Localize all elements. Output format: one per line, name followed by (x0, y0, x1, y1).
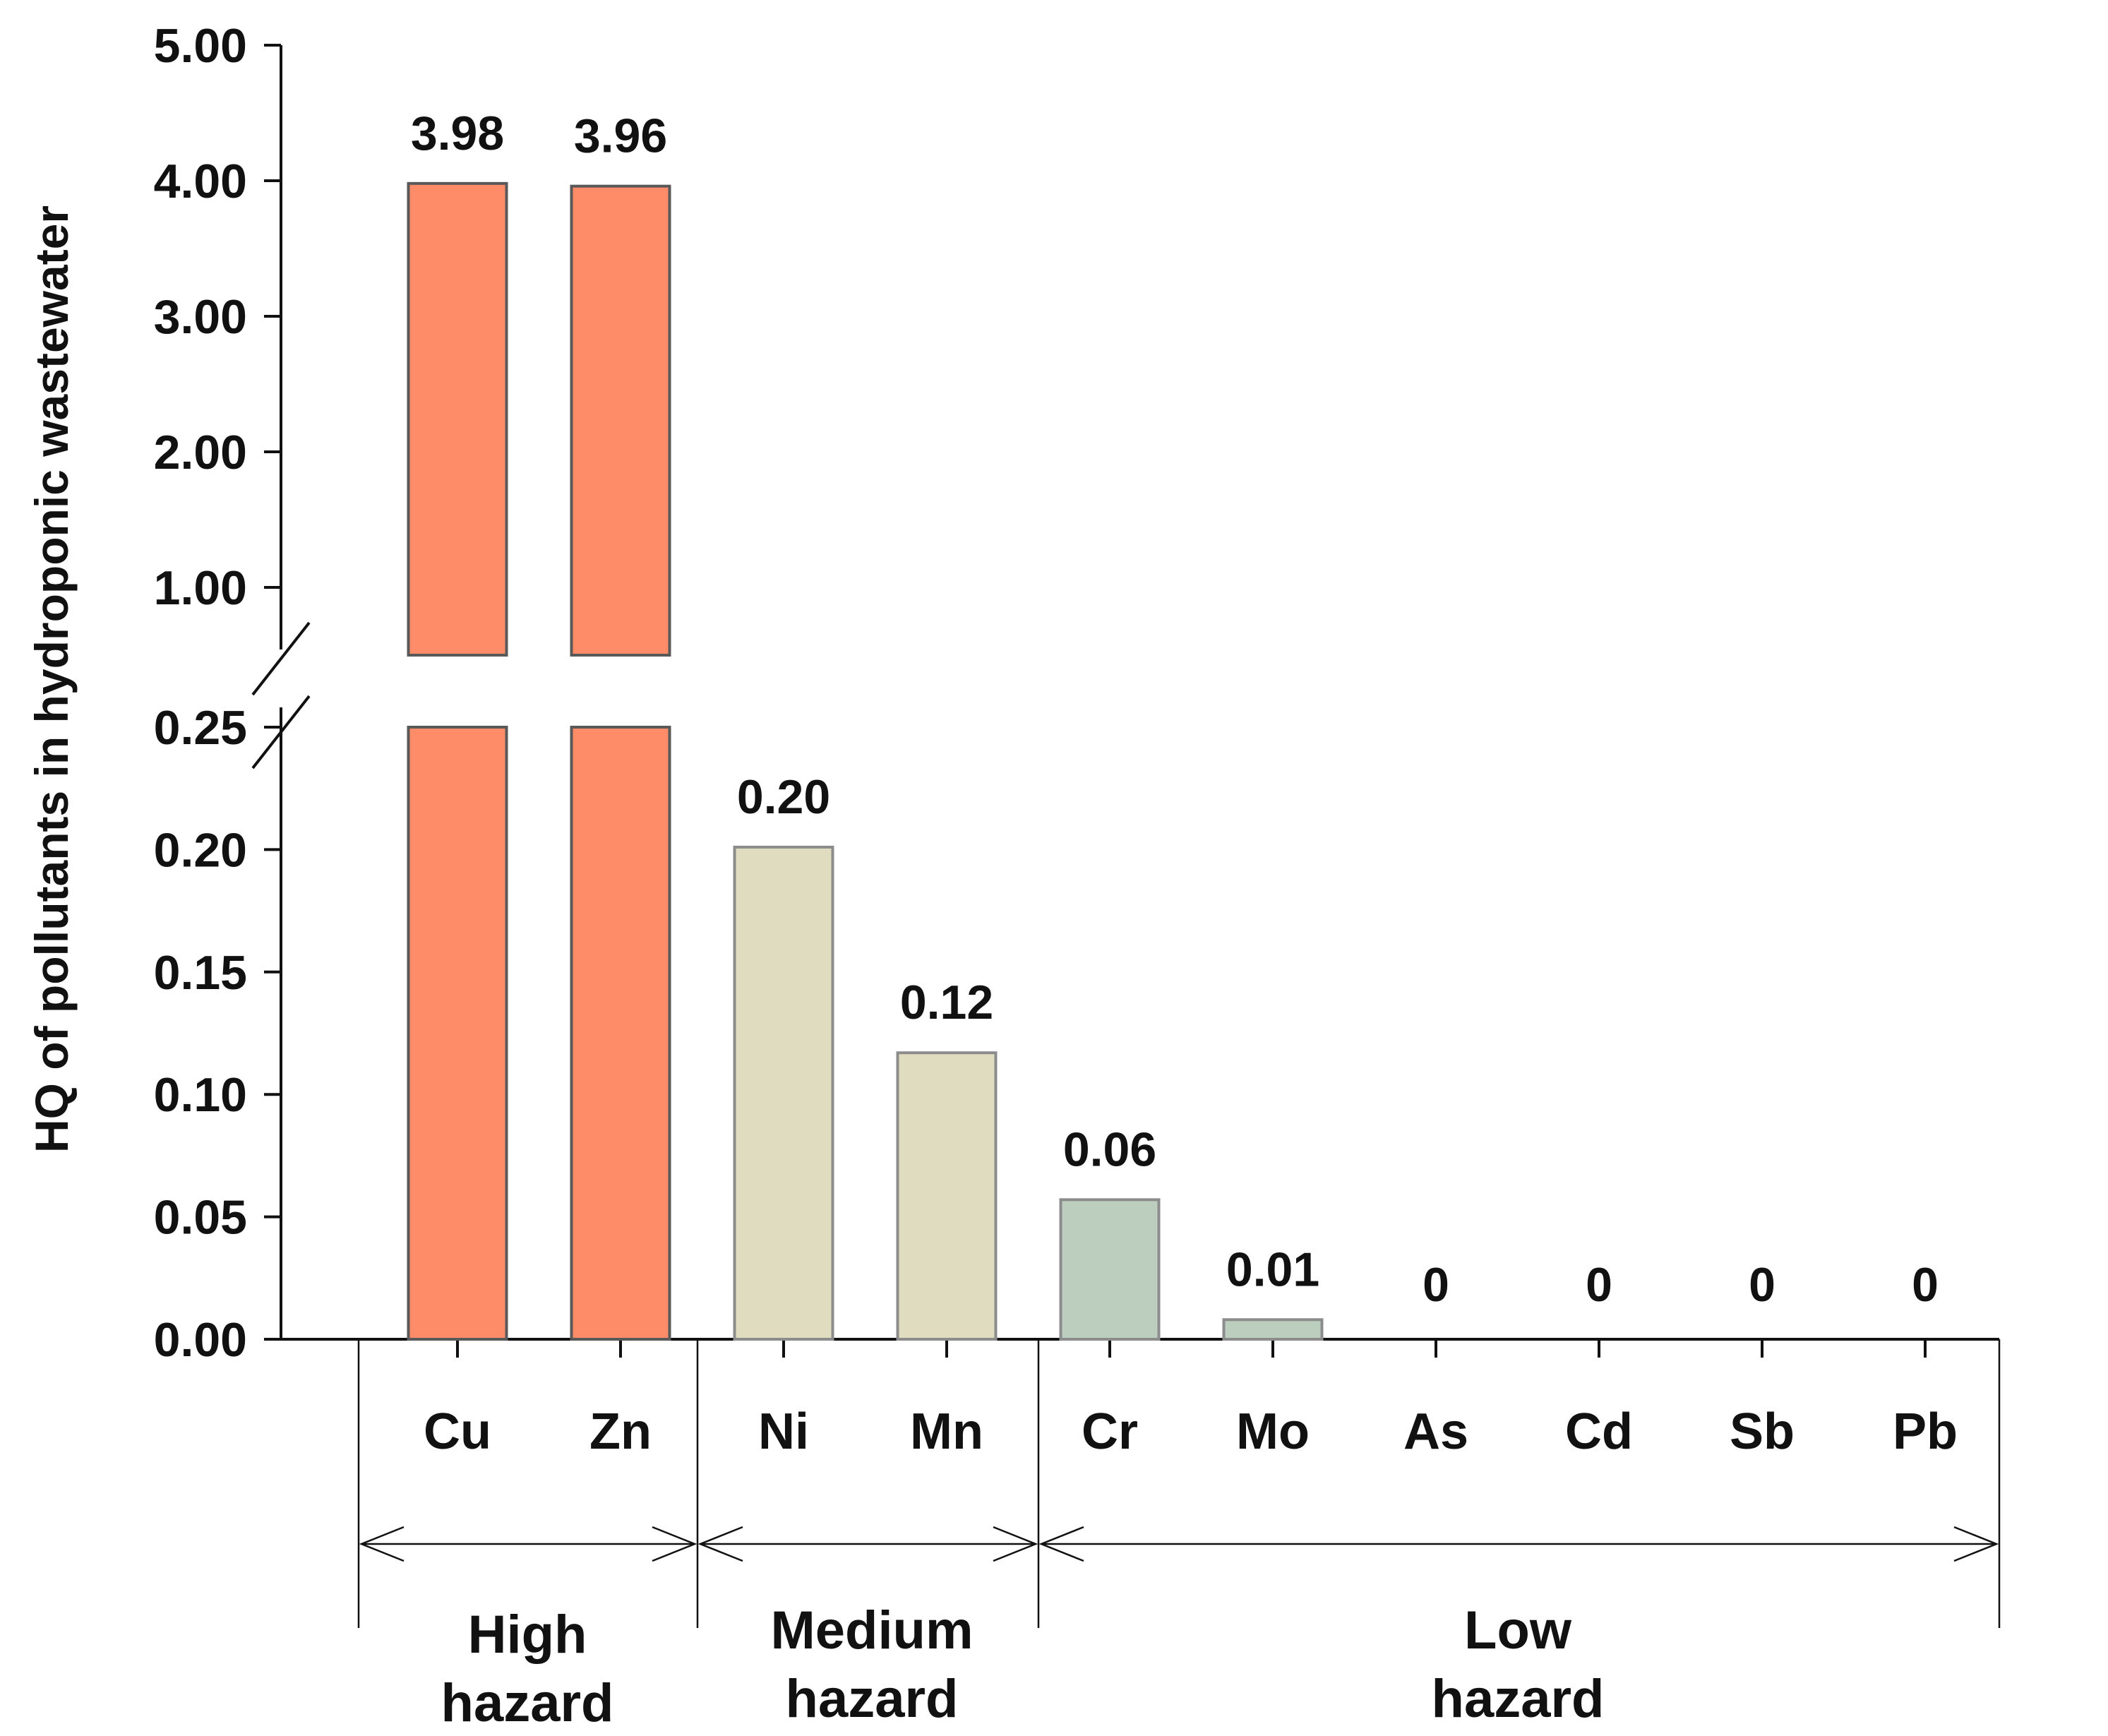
y-tick-label: 0.05 (154, 1191, 247, 1245)
value-label-mn: 0.12 (900, 976, 993, 1029)
y-tick-label: 0.15 (154, 946, 247, 1000)
group-label-high-line1: High (468, 1605, 587, 1665)
group-arrow-high-head-left (359, 1526, 405, 1562)
group-arrow-low-head-left (1038, 1526, 1084, 1562)
x-tick-label: Sb (1730, 1403, 1795, 1460)
x-tick-label: Cr (1082, 1403, 1138, 1460)
axis-break-mark (251, 621, 311, 696)
x-tick-label: Cd (1565, 1403, 1633, 1460)
y-tick-label: 0.25 (154, 701, 247, 755)
x-tick-label: As (1403, 1403, 1468, 1460)
y-tick-label: 5.00 (154, 19, 247, 73)
group-label-medium-line1: Medium (770, 1600, 973, 1660)
group-label-low-line1: Low (1464, 1600, 1572, 1660)
bar-ni (733, 845, 834, 1341)
x-tick-label: Pb (1893, 1403, 1958, 1460)
bar-zn-upper (570, 184, 671, 657)
y-tick-label: 3.00 (154, 290, 247, 344)
y-tick-label: 0.10 (154, 1068, 247, 1122)
plot-area: 0.00 0.05 0.10 0.15 0.20 0.25 1.00 2.00 3.00 4.00… (25, 19, 2001, 1733)
y-tick-label: 0.00 (154, 1313, 247, 1367)
bar-zn (570, 726, 671, 1341)
x-tick-label: Cu (424, 1403, 491, 1460)
y-axis-title: HQ of pollutants in hydroponic wastewate… (25, 205, 78, 1153)
value-label-sb: 0 (1749, 1258, 1775, 1312)
value-label-as: 0 (1423, 1258, 1449, 1312)
x-tick-label: Zn (589, 1403, 652, 1460)
value-label-cd: 0 (1586, 1258, 1612, 1312)
bar-cu (407, 726, 508, 1341)
y-tick-label: 1.00 (154, 561, 247, 615)
value-label-cr: 0.06 (1063, 1123, 1156, 1176)
group-arrow-low-head-right (1953, 1526, 1999, 1562)
group-label-high-line2: hazard (441, 1673, 614, 1733)
value-label-ni: 0.20 (737, 770, 830, 824)
x-tick-label: Ni (758, 1403, 809, 1460)
group-arrow-medium-head-right (993, 1526, 1038, 1562)
bar-cr (1059, 1198, 1161, 1341)
y-tick-label: 0.20 (154, 823, 247, 877)
y-tick-label: 4.00 (154, 155, 247, 208)
x-tick-label: Mo (1236, 1403, 1310, 1460)
value-label-cu: 3.98 (411, 107, 504, 160)
bar-mo (1222, 1318, 1324, 1341)
x-tick-label: Mn (910, 1403, 983, 1460)
bar-cu-upper (407, 181, 508, 657)
axis-break-mark (251, 695, 311, 770)
bar-mn (896, 1051, 998, 1341)
group-label-low-line2: hazard (1432, 1669, 1605, 1729)
group-arrow-medium-head-left (697, 1526, 743, 1562)
value-label-pb: 0 (1912, 1258, 1939, 1312)
group-label-medium-line2: hazard (786, 1669, 959, 1729)
value-label-mo: 0.01 (1226, 1243, 1319, 1296)
y-tick-label: 2.00 (154, 426, 247, 479)
value-label-zn: 3.96 (574, 109, 667, 163)
group-arrow-high-head-right (652, 1526, 697, 1562)
